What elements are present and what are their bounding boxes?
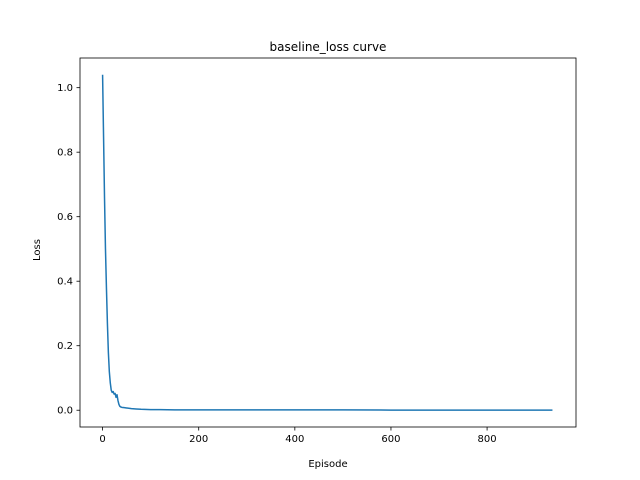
x-axis-ticks: 0 200 400 600 800: [99, 427, 497, 445]
axes-frame: [79, 57, 577, 428]
chart-title: baseline_loss curve: [270, 40, 387, 54]
y-tick-label: 0.0: [57, 406, 73, 417]
x-axis-label: Episode: [308, 459, 347, 470]
y-axis-label: Loss: [32, 239, 43, 261]
plot-area: [79, 57, 577, 428]
y-tick-label: 0.8: [57, 148, 73, 159]
y-axis-ticks: 0.0 0.2 0.4 0.6 0.8 1.0: [57, 83, 80, 417]
x-tick-label: 600: [381, 434, 400, 445]
x-tick-label: 0: [99, 434, 105, 445]
x-tick-label: 200: [189, 434, 208, 445]
y-tick-label: 0.6: [57, 212, 73, 223]
y-tick-label: 0.4: [57, 277, 73, 288]
x-tick-label: 400: [285, 434, 304, 445]
series-line-0: [101, 74, 553, 411]
y-tick-label: 1.0: [57, 83, 73, 94]
x-tick-label: 800: [478, 434, 497, 445]
y-tick-label: 0.2: [57, 341, 73, 352]
